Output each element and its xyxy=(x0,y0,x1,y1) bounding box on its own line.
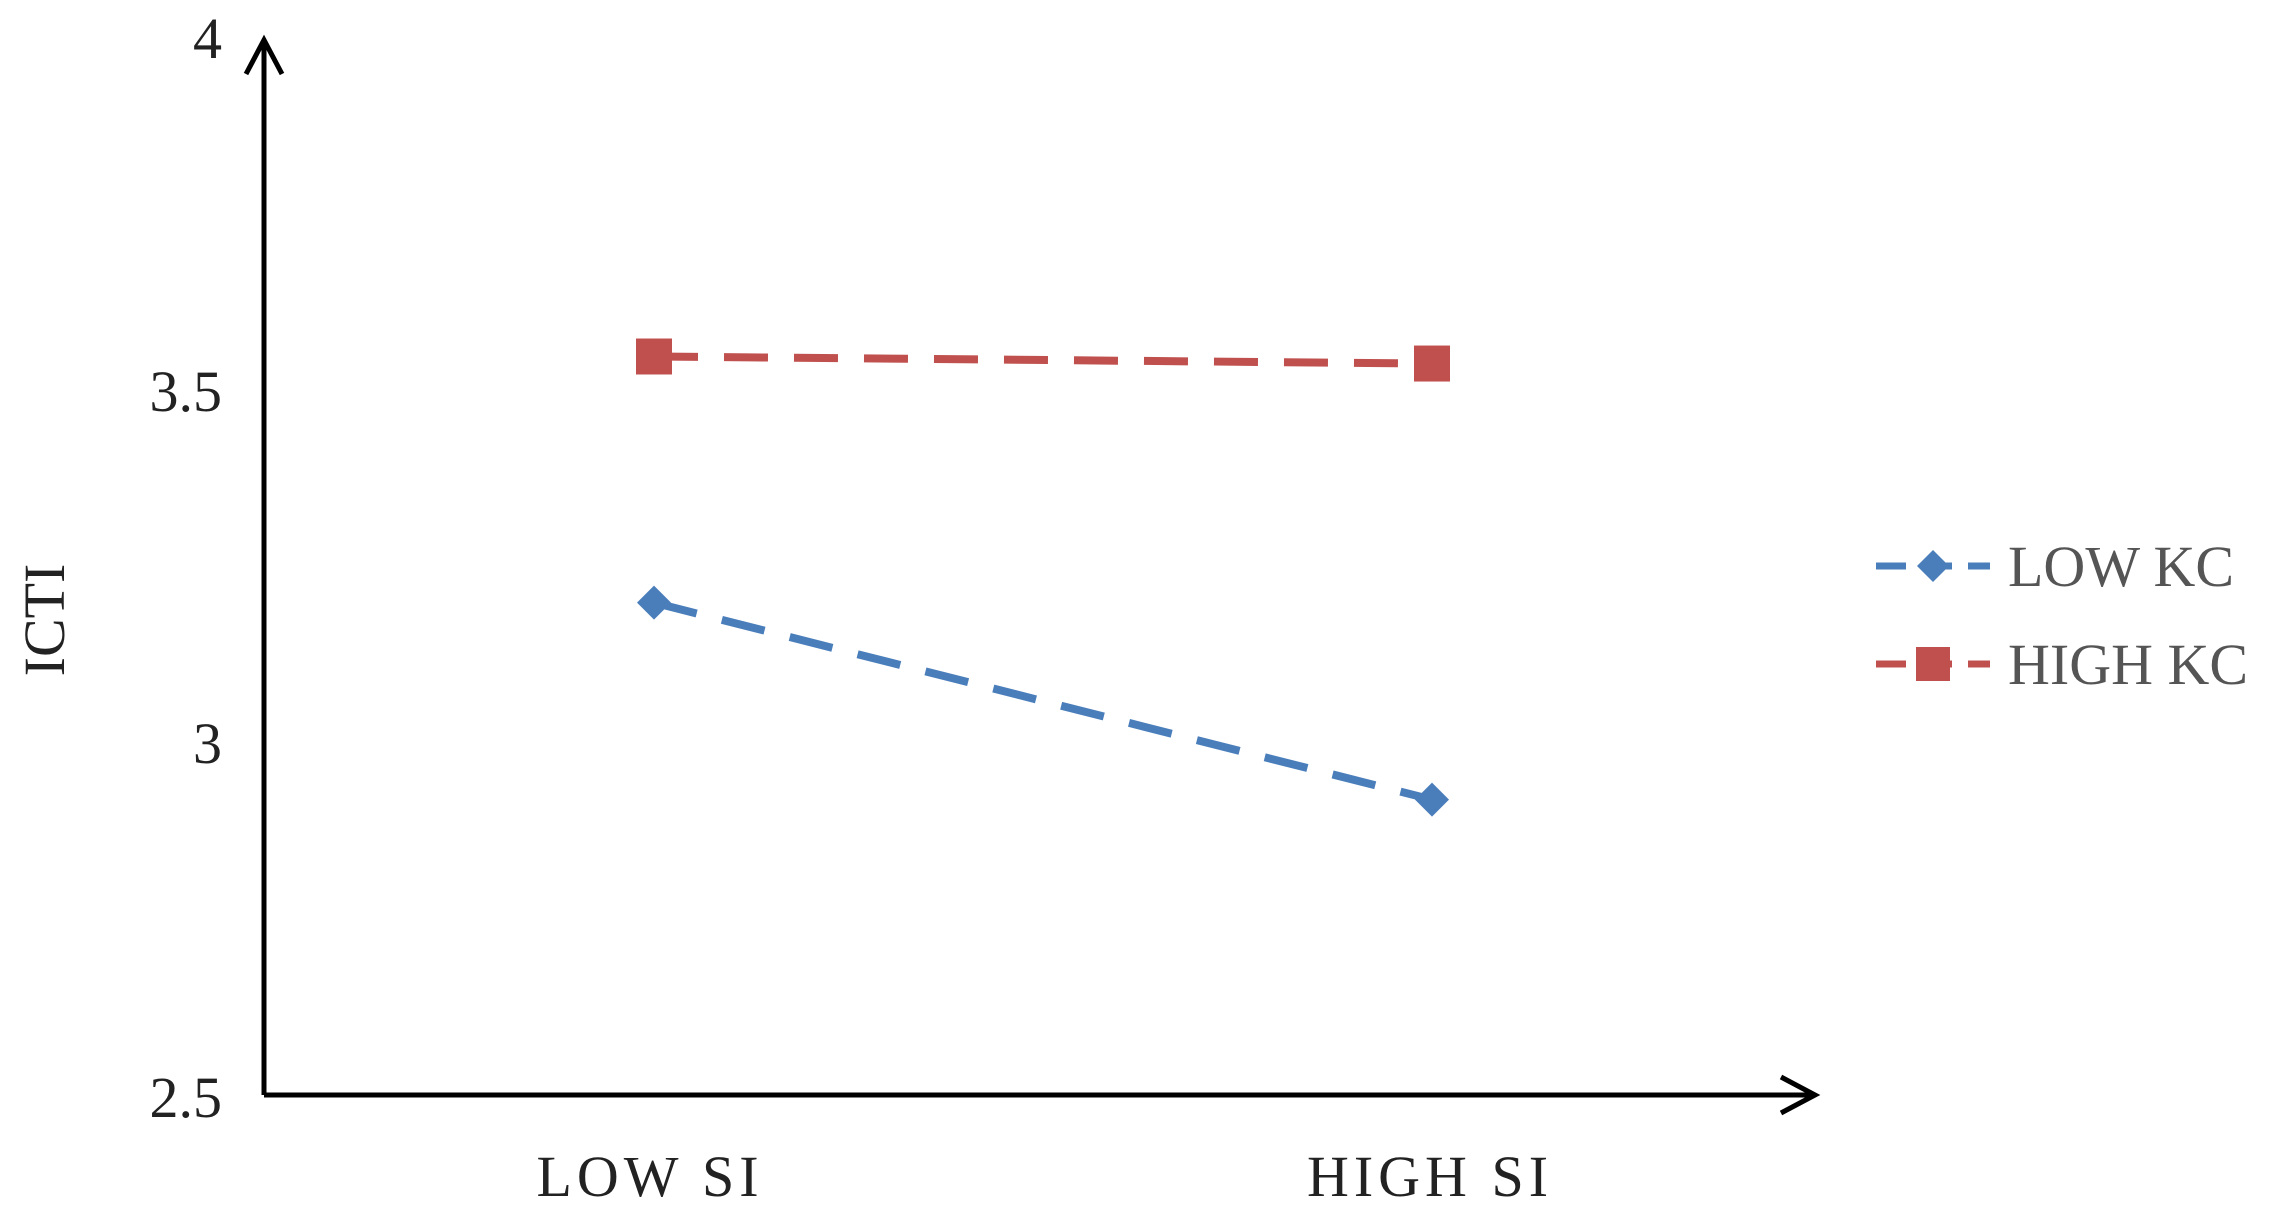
legend-marker-low-kc xyxy=(1917,550,1949,582)
legend-item-low-kc: LOW KC xyxy=(1876,534,2234,599)
data-point-diamond xyxy=(1415,782,1449,817)
series-low-kc xyxy=(637,585,1449,817)
x-axis-arrowhead xyxy=(1779,1074,1821,1116)
data-point-square xyxy=(636,338,672,375)
y-axis-arrowhead xyxy=(243,34,285,76)
y-tick-label: 3 xyxy=(193,711,222,776)
series-layer xyxy=(636,338,1450,817)
legend: LOW KC HIGH KC xyxy=(1876,534,2248,697)
y-tick-labels: 2.5 3 3.5 4 xyxy=(150,6,223,1130)
data-point-diamond xyxy=(637,585,671,620)
y-tick-label: 4 xyxy=(193,6,222,71)
legend-label-high-kc: HIGH KC xyxy=(2008,632,2248,697)
y-tick-label: 3.5 xyxy=(150,359,223,424)
x-category-label: LOW SI xyxy=(536,1144,763,1209)
x-category-label: HIGH SI xyxy=(1307,1144,1553,1209)
series-line xyxy=(653,598,1433,804)
data-point-square xyxy=(1414,345,1450,382)
legend-label-low-kc: LOW KC xyxy=(2008,534,2234,599)
y-tick-label: 2.5 xyxy=(150,1065,223,1130)
series-high-kc xyxy=(636,338,1450,382)
y-axis-title: ICTI xyxy=(12,564,77,677)
x-category-labels: LOW SI HIGH SI xyxy=(536,1144,1553,1209)
series-line xyxy=(653,352,1433,368)
axes xyxy=(243,34,1821,1116)
legend-item-high-kc: HIGH KC xyxy=(1876,632,2248,697)
legend-marker-high-kc xyxy=(1916,647,1950,681)
